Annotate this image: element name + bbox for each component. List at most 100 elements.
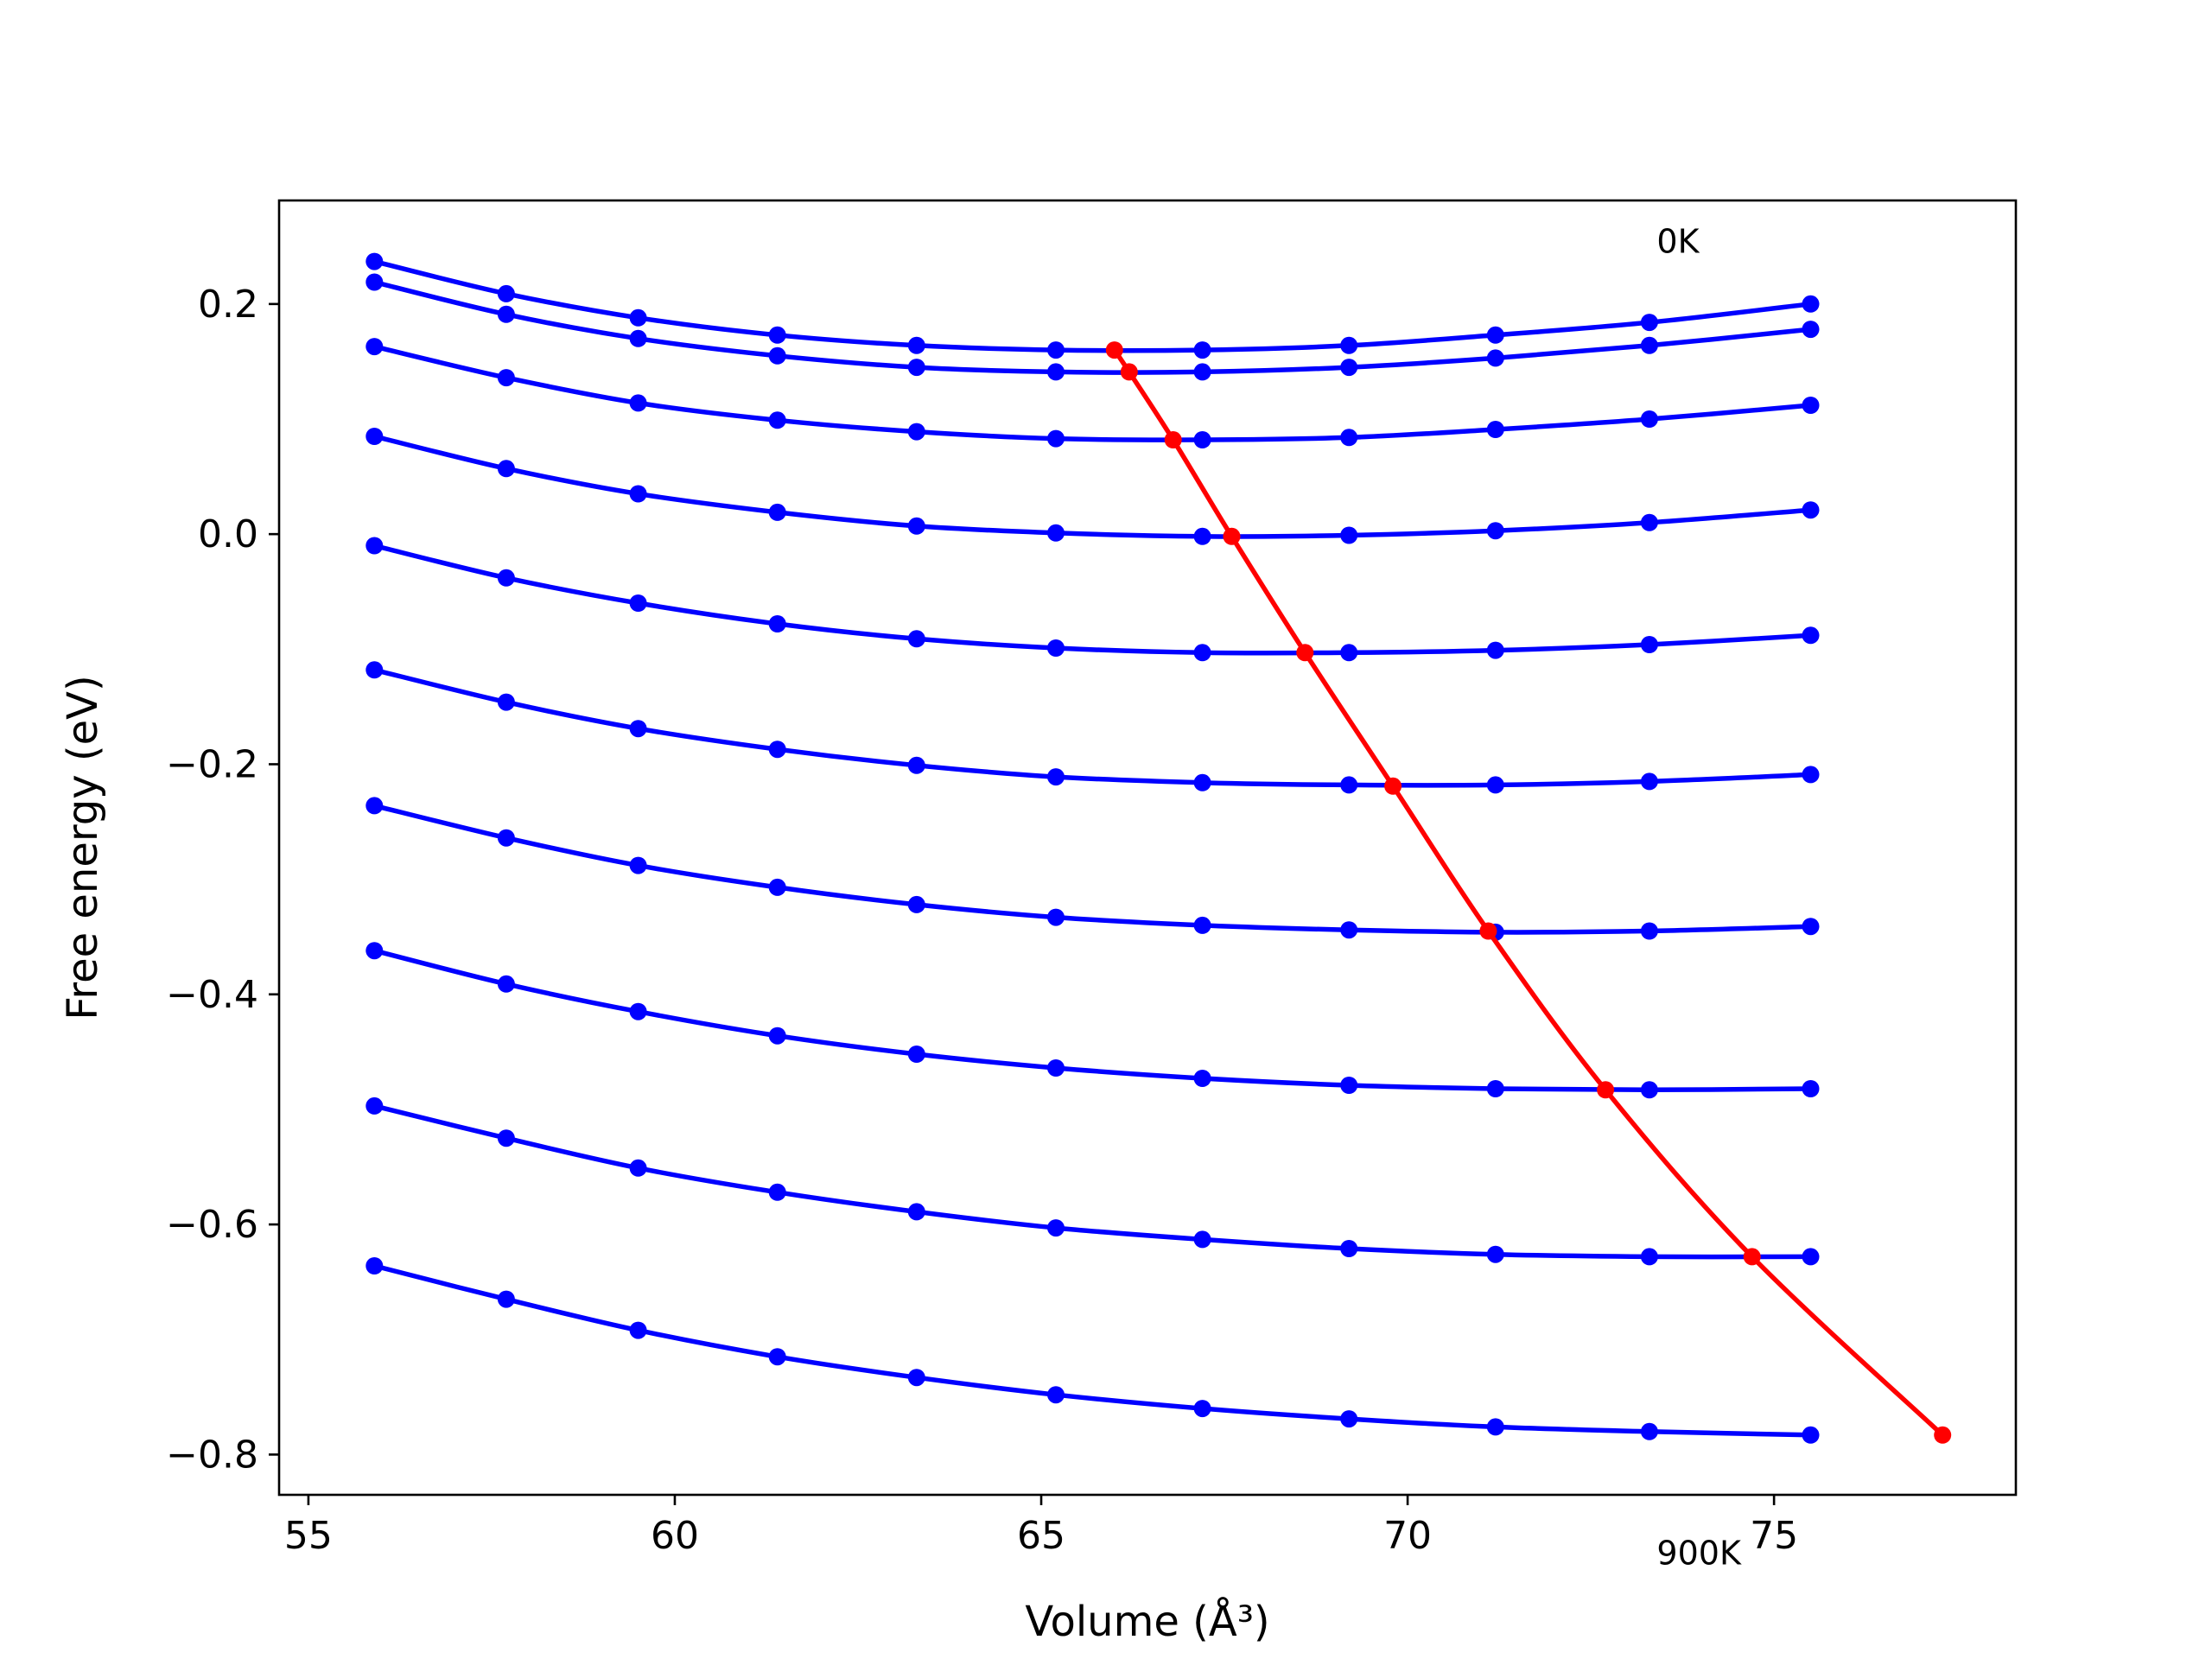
minima-point [1384,777,1402,795]
series-3-point [1640,410,1658,428]
annotations: 0K 900K [1656,223,1742,1573]
series-3-point [1802,397,1820,414]
series-9 [365,1096,1820,1266]
series-layer [365,252,1820,1444]
minima-point [1120,363,1138,381]
series-6-point [629,720,647,738]
plot-frame [277,199,2018,1497]
series-3-point [1340,429,1358,447]
series-1-point [629,308,647,327]
series-5-point [365,537,384,555]
series-4-point [907,517,925,535]
series-9-point [1340,1240,1358,1257]
x-tick-label: 55 [284,1514,333,1558]
x-tick-label: 70 [1383,1514,1432,1558]
series-9-point [1802,1248,1820,1266]
series-4-point [1640,513,1658,531]
series-10-point [1640,1422,1658,1440]
series-7-point [907,895,925,913]
annotation-label: 900K [1656,1535,1742,1573]
series-2-point [497,305,515,323]
series-6-point [497,693,515,711]
series-10-point [1193,1400,1211,1418]
series-9-point [629,1159,647,1177]
series-10-point [1486,1418,1504,1436]
minima-point [1743,1248,1761,1266]
series-6 [365,661,1820,794]
series-2-point [1486,349,1504,367]
series-4-point [1047,524,1065,542]
series-8-point [1486,1080,1504,1097]
series-9-line [373,1103,1811,1260]
series-7-point [768,878,786,896]
series-6-point [768,741,786,759]
x-axis: 55 60 65 70 75 [284,1495,1798,1558]
series-9-point [768,1183,786,1201]
series-7-point [497,829,515,847]
series-6-point [1802,766,1820,784]
series-5-line [373,543,1811,656]
series-3-point [497,369,515,387]
series-7-line [373,803,1811,935]
series-8-point [365,942,384,960]
series-1-point [907,336,925,354]
series-10-point [1340,1410,1358,1428]
series-5-point [497,569,515,587]
series-8-point [629,1002,647,1020]
minima-layer [1105,341,1952,1444]
series-5-point [1802,626,1820,645]
series-9-point [497,1129,515,1147]
series-2-point [365,273,384,291]
series-7-point [1047,908,1065,926]
series-1-point [497,284,515,302]
series-5-point [1047,639,1065,657]
series-8 [365,942,1820,1099]
series-7-point [1802,918,1820,936]
series-3-point [365,338,384,356]
series-8-point [907,1046,925,1063]
series-5-point [1486,641,1504,659]
series-5-point [1193,644,1211,662]
series-6-point [365,661,384,679]
series-1-line [373,258,1811,353]
series-2-point [907,359,925,377]
series-2-point [768,346,786,365]
series-4 [365,428,1820,545]
x-tick-label: 75 [1750,1514,1798,1558]
series-9-point [1047,1219,1065,1237]
y-axis: −0.8 −0.6 −0.4 −0.2 0.0 0.2 [166,283,279,1477]
y-tick-label: −0.4 [166,973,258,1017]
series-9-point [1193,1230,1211,1249]
series-9-point [1640,1248,1658,1266]
series-3-point [1486,421,1504,438]
y-tick-label: 0.2 [198,283,258,327]
minima-point [1597,1081,1615,1099]
series-7-point [1193,916,1211,934]
minima-point [1223,527,1241,545]
series-6-line [373,667,1811,788]
series-10-point [1047,1386,1065,1404]
series-8-point [1193,1070,1211,1087]
series-7-point [1340,921,1358,939]
series-4-point [365,428,384,445]
minima-point [1164,431,1182,448]
series-8-line [373,948,1811,1093]
series-1-point [1193,341,1211,359]
series-1-point [1486,326,1504,344]
x-tick-label: 65 [1017,1514,1065,1558]
series-10 [365,1257,1820,1444]
series-2-point [1047,363,1065,381]
minima-point [1105,341,1123,359]
series-5-point [768,615,786,632]
series-5-point [907,630,925,648]
series-5-point [1340,644,1358,662]
series-2-point [629,329,647,347]
series-4-point [1340,526,1358,544]
x-tick-label: 60 [651,1514,699,1558]
series-3-point [768,411,786,429]
series-1-point [768,326,786,344]
series-10-point [365,1257,384,1274]
series-3-point [907,423,925,441]
series-6-point [1047,768,1065,786]
